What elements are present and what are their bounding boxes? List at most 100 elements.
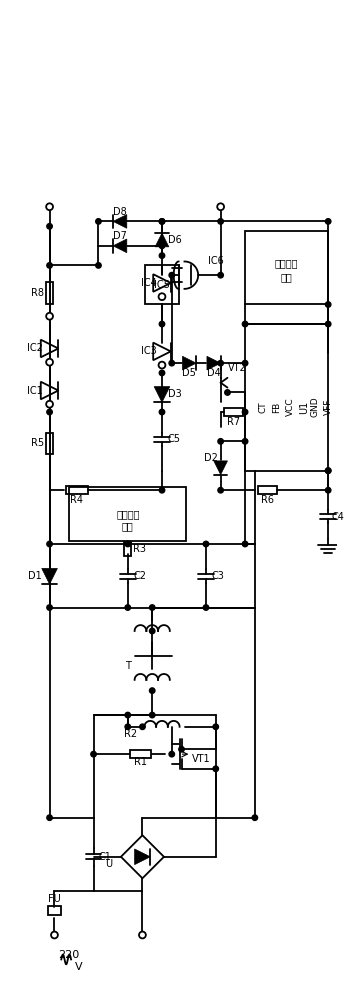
- Circle shape: [159, 409, 165, 415]
- Circle shape: [252, 815, 258, 820]
- Bar: [46, 433, 53, 454]
- Polygon shape: [135, 849, 150, 865]
- Circle shape: [47, 541, 52, 547]
- Circle shape: [47, 605, 52, 610]
- Circle shape: [217, 203, 224, 210]
- Circle shape: [47, 263, 52, 268]
- Polygon shape: [154, 387, 170, 402]
- Circle shape: [150, 628, 155, 634]
- Circle shape: [159, 293, 165, 300]
- Text: D3: D3: [168, 389, 182, 399]
- Circle shape: [242, 439, 248, 444]
- Text: R5: R5: [31, 438, 44, 448]
- Circle shape: [242, 360, 248, 366]
- Circle shape: [242, 321, 248, 327]
- Circle shape: [242, 409, 248, 415]
- Circle shape: [225, 390, 230, 395]
- Text: D4: D4: [207, 368, 221, 378]
- Circle shape: [139, 932, 146, 938]
- Circle shape: [159, 219, 165, 224]
- Text: T: T: [125, 661, 131, 671]
- Circle shape: [125, 541, 130, 547]
- Circle shape: [125, 712, 130, 718]
- Circle shape: [325, 468, 331, 473]
- Circle shape: [325, 321, 331, 327]
- Text: FU: FU: [48, 894, 61, 904]
- Circle shape: [159, 253, 165, 258]
- Text: D8: D8: [113, 207, 127, 217]
- Text: 损耗抑制: 损耗抑制: [275, 258, 298, 268]
- Text: IC1: IC1: [27, 386, 43, 396]
- Bar: [245, 231, 328, 304]
- Bar: [224, 408, 243, 416]
- Text: VT1: VT1: [192, 754, 211, 764]
- Circle shape: [159, 370, 165, 376]
- Text: R4: R4: [71, 495, 84, 505]
- Circle shape: [213, 766, 218, 772]
- Bar: [69, 487, 186, 541]
- Text: GND: GND: [311, 397, 320, 417]
- Circle shape: [203, 605, 209, 610]
- Text: C1: C1: [99, 852, 112, 862]
- Text: 电路: 电路: [122, 521, 134, 531]
- Bar: [46, 282, 53, 304]
- Text: IC4: IC4: [141, 278, 157, 288]
- Text: R7: R7: [227, 417, 240, 427]
- Text: D5: D5: [182, 368, 196, 378]
- Circle shape: [179, 747, 184, 752]
- Polygon shape: [207, 356, 221, 370]
- Polygon shape: [183, 356, 196, 370]
- Bar: [47, 906, 61, 915]
- Circle shape: [325, 487, 331, 493]
- Circle shape: [150, 712, 155, 718]
- Circle shape: [169, 360, 174, 366]
- Bar: [146, 265, 179, 304]
- Bar: [130, 750, 151, 758]
- Text: 线性驱动: 线性驱动: [116, 510, 140, 520]
- Text: V: V: [75, 962, 83, 972]
- Circle shape: [159, 362, 165, 369]
- Text: C3: C3: [211, 571, 224, 581]
- Circle shape: [47, 224, 52, 229]
- Bar: [258, 486, 277, 494]
- Text: 电路: 电路: [280, 272, 292, 282]
- Circle shape: [218, 219, 223, 224]
- Circle shape: [218, 487, 223, 493]
- Circle shape: [46, 203, 53, 210]
- Text: D2: D2: [204, 453, 218, 463]
- Circle shape: [169, 272, 174, 278]
- Circle shape: [169, 751, 174, 757]
- Circle shape: [325, 219, 331, 224]
- Polygon shape: [113, 239, 127, 253]
- Circle shape: [203, 541, 209, 547]
- Circle shape: [218, 360, 223, 366]
- Text: VFF: VFF: [324, 399, 333, 415]
- Bar: [245, 324, 328, 471]
- Circle shape: [159, 243, 165, 249]
- Polygon shape: [214, 461, 227, 475]
- Circle shape: [325, 468, 331, 473]
- Circle shape: [140, 724, 145, 730]
- Circle shape: [125, 724, 130, 730]
- Text: IC6: IC6: [208, 256, 224, 266]
- Bar: [124, 542, 131, 556]
- Text: VT2: VT2: [228, 363, 247, 373]
- Circle shape: [47, 815, 52, 820]
- Text: IC2: IC2: [27, 343, 43, 353]
- Text: U1: U1: [299, 401, 309, 414]
- Polygon shape: [155, 233, 169, 247]
- Circle shape: [159, 219, 165, 224]
- Circle shape: [150, 605, 155, 610]
- Text: FB: FB: [272, 402, 281, 413]
- Text: D1: D1: [28, 571, 42, 581]
- Text: 220: 220: [58, 950, 80, 960]
- Polygon shape: [113, 215, 127, 228]
- Text: VCC: VCC: [286, 398, 294, 416]
- Polygon shape: [42, 568, 57, 584]
- Circle shape: [46, 401, 53, 408]
- Circle shape: [47, 409, 52, 415]
- Circle shape: [96, 263, 101, 268]
- Text: R6: R6: [261, 495, 274, 505]
- Circle shape: [213, 724, 218, 730]
- Circle shape: [218, 439, 223, 444]
